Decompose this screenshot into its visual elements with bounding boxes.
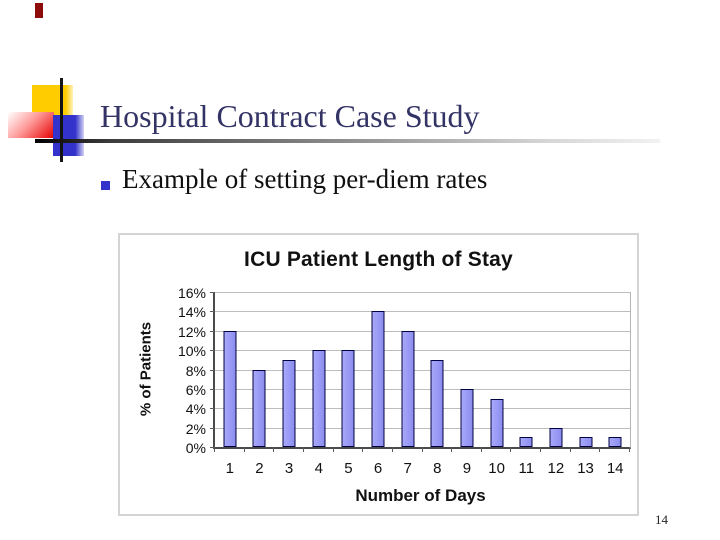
bar: [430, 359, 444, 447]
bullet-square-icon: [101, 181, 110, 190]
x-tick-label: 5: [344, 460, 353, 477]
x-tick-label: 6: [373, 460, 383, 477]
logo-yellow-square: [32, 85, 73, 116]
plot-area: 16% 14% 12% 10% 8% 6% 4% 2% 0% 1 2 3 4 5 6 7 8 9 10 11 12 13 1…: [178, 285, 631, 477]
x-tick: [302, 447, 304, 452]
x-tick-label: 2: [255, 460, 264, 477]
gridline: [215, 330, 630, 332]
y-tick: [210, 447, 215, 448]
y-tick: [210, 369, 215, 371]
bar: [282, 359, 296, 447]
y-tick: [210, 292, 215, 293]
x-tick-label: 10: [488, 460, 505, 477]
logo-blue-square: [53, 115, 84, 156]
x-tick: [451, 447, 453, 452]
x-tick-label: 11: [518, 460, 535, 477]
bar: [252, 369, 266, 447]
bar: [579, 437, 593, 447]
bar: [490, 398, 504, 447]
gridline: [215, 427, 630, 429]
bar: [223, 330, 237, 447]
y-axis-title: % of Patients: [137, 321, 155, 417]
x-axis-title: Number of Days: [355, 486, 486, 505]
bar: [519, 437, 533, 447]
x-tick: [480, 447, 482, 452]
bar: [608, 437, 622, 447]
y-tick: [210, 311, 215, 313]
bar: [312, 350, 326, 447]
page-number: 14: [655, 512, 668, 527]
logo-vertical-line: [60, 78, 63, 162]
y-tick-label: 6%: [185, 381, 206, 398]
y-tick-label: 16%: [177, 285, 206, 301]
bullet-text: Example of setting per-diem rates: [122, 164, 488, 194]
bookmark-ribbon-icon: [35, 3, 43, 18]
x-tick-label: 7: [403, 460, 412, 477]
y-tick-label: 10%: [177, 343, 206, 360]
x-tick: [629, 447, 630, 452]
y-tick: [210, 350, 215, 352]
x-tick: [243, 447, 245, 452]
bar: [341, 350, 355, 447]
y-tick-label: 14%: [177, 304, 206, 321]
x-tick: [569, 447, 571, 452]
bar: [371, 311, 385, 447]
x-tick: [332, 447, 334, 452]
y-tick-label: 8%: [185, 362, 206, 379]
bar: [401, 330, 415, 447]
y-tick-label: 0%: [185, 440, 206, 456]
x-tick: [391, 447, 393, 452]
bar: [549, 427, 563, 447]
x-tick-label: 9: [462, 460, 472, 477]
x-tick: [362, 447, 364, 452]
x-tick-label: 13: [577, 460, 594, 477]
x-tick-label: 12: [547, 460, 565, 477]
x-tick: [599, 447, 601, 452]
y-tick: [210, 427, 215, 429]
y-tick: [210, 330, 215, 332]
x-tick-label: 14: [606, 460, 624, 477]
slide-title: Hospital Contract Case Study: [100, 98, 480, 134]
x-tick: [214, 447, 215, 452]
x-tick: [540, 447, 542, 452]
bar: [460, 388, 474, 447]
x-tick: [421, 447, 423, 452]
y-tick-label: 4%: [185, 401, 206, 418]
gridline: [215, 388, 630, 390]
x-tick-label: 3: [284, 460, 294, 477]
x-tick: [273, 447, 275, 452]
x-tick-label: 4: [314, 460, 323, 477]
logo-red-square: [8, 112, 54, 138]
chart-title: ICU Patient Length of Stay: [244, 248, 513, 271]
y-tick-label: 12%: [177, 323, 206, 340]
gridline: [215, 292, 630, 293]
gridline: [215, 408, 630, 410]
gridline: [215, 350, 630, 352]
x-tick: [510, 447, 512, 452]
y-tick: [210, 388, 215, 390]
title-underline: [35, 139, 660, 143]
gridline: [215, 311, 630, 313]
gridline: [215, 369, 630, 371]
bar-chart: ICU Patient Length of Stay % of Patients…: [118, 233, 639, 516]
y-tick-label: 2%: [185, 420, 206, 437]
x-tick-label: 1: [225, 460, 234, 477]
y-tick: [210, 408, 215, 410]
x-tick-label: 8: [433, 460, 442, 477]
